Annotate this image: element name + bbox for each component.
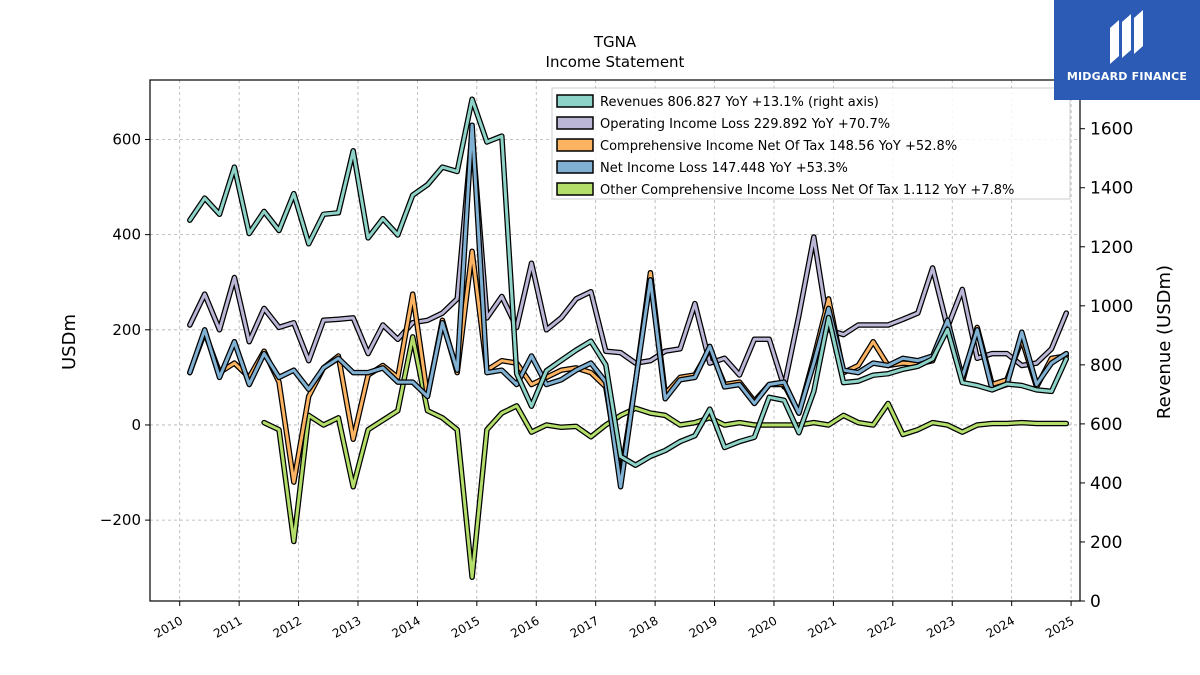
x-tick-label: 2011	[211, 613, 244, 640]
series-lines	[187, 96, 1070, 580]
y-tick-label-right: 400	[1090, 474, 1122, 494]
y-tick-label-right: 1000	[1090, 297, 1133, 317]
x-tick-label: 2017	[568, 613, 601, 640]
series-line-other-comprehensive-income-loss-net-of-tax	[262, 335, 1068, 579]
legend-label: Operating Income Loss 229.892 YoY +70.7%	[600, 117, 890, 132]
y-tick-label-left: −200	[100, 511, 141, 529]
x-tick-label: 2025	[1043, 613, 1076, 640]
brand-logo: MIDGARD FINANCE	[1054, 0, 1200, 100]
legend-label: Revenues 806.827 YoY +13.1% (right axis)	[600, 95, 879, 110]
x-tick-label: 2019	[687, 613, 720, 640]
y-tick-label-right: 200	[1090, 533, 1122, 553]
plot-frame	[149, 79, 1081, 602]
series-line-net-income-loss	[188, 123, 1068, 489]
legend-label: Net Income Loss 147.448 YoY +53.3%	[600, 161, 848, 176]
x-tick-label: 2015	[449, 613, 482, 640]
chart-title: TGNA	[593, 33, 637, 51]
x-tick-label: 2010	[152, 613, 185, 640]
x-tick-label: 2014	[389, 613, 422, 640]
legend-swatch	[556, 182, 594, 196]
x-tick-label: 2022	[865, 613, 898, 640]
y-tick-label-right: 1400	[1090, 179, 1133, 199]
y-tick-label-right: 0	[1090, 592, 1101, 612]
x-tick-label: 2013	[330, 613, 363, 640]
legend-swatch	[556, 138, 594, 152]
legend-swatch	[556, 94, 594, 108]
x-tick-label: 2016	[508, 613, 541, 640]
series-line-revenues	[188, 97, 1068, 467]
y-tick-label-left: 200	[112, 321, 141, 339]
x-tick-label: 2012	[271, 613, 304, 640]
legend-swatch	[556, 116, 594, 130]
chart-subtitle: Income Statement	[546, 53, 685, 71]
legend-label: Other Comprehensive Income Loss Net Of T…	[600, 183, 1014, 198]
x-tick-label: 2023	[924, 613, 957, 640]
legend-label: Comprehensive Income Net Of Tax 148.56 Y…	[600, 139, 957, 154]
midgard-logo-icon	[1110, 10, 1143, 64]
y-axis-label-right: Revenue (USDm)	[1154, 265, 1175, 419]
x-tick-label: 2024	[984, 613, 1017, 640]
legend-swatch	[556, 160, 594, 174]
y-axis-label-left: USDm	[59, 314, 80, 370]
y-tick-label-right: 800	[1090, 356, 1122, 376]
x-tick-label: 2021	[805, 613, 838, 640]
y-tick-label-right: 1200	[1090, 238, 1133, 258]
legend: Revenues 806.827 YoY +13.1% (right axis)…	[551, 87, 1071, 200]
y-tick-label-left: 400	[112, 226, 141, 244]
y-tick-label-left: 600	[112, 130, 141, 148]
y-tick-label-right: 1600	[1090, 120, 1133, 140]
legend-frame	[551, 87, 1071, 200]
y-tick-label-right: 600	[1090, 415, 1122, 435]
y-tick-label-left: 0	[131, 416, 141, 434]
series-line-operating-income-loss	[188, 130, 1068, 389]
x-tick-label: 2018	[627, 613, 660, 640]
brand-name: MIDGARD FINANCE	[1066, 70, 1188, 83]
x-tick-label: 2020	[746, 613, 779, 640]
